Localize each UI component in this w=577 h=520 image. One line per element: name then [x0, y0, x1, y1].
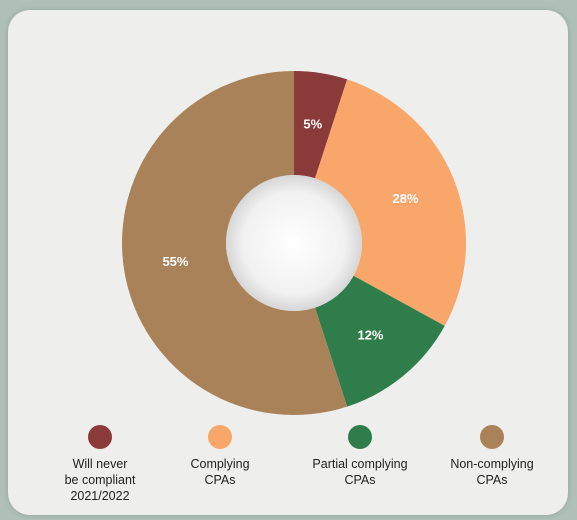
legend-item-partial-complying: Partial complying CPAs: [290, 425, 430, 488]
legend-label: Partial complying CPAs: [312, 457, 408, 487]
pie-slice: [315, 275, 445, 407]
slice-data-label: 55%: [162, 254, 188, 269]
donut-chart: 5% 28% 12% 55%: [121, 71, 466, 416]
legend-marker: [208, 425, 232, 449]
legend-item-will-never: Will never be compliant 2021/2022: [30, 425, 170, 504]
pie-slice: [121, 71, 348, 416]
pie-slice: [315, 79, 466, 326]
legend-label: Will never be compliant 2021/2022: [64, 457, 136, 503]
donut-hole: [226, 175, 362, 311]
legend: Will never be compliant 2021/2022 Comply…: [8, 425, 568, 515]
pie-slice: [294, 71, 348, 179]
legend-item-complying: Complying CPAs: [150, 425, 290, 488]
legend-item-non-complying: Non-complying CPAs: [422, 425, 562, 488]
legend-marker: [480, 425, 504, 449]
slice-data-label: 28%: [393, 191, 419, 206]
chart-card: 5% 28% 12% 55% Will never be compliant 2021…: [8, 10, 568, 515]
legend-label: Non-complying CPAs: [450, 457, 534, 487]
legend-marker: [348, 425, 372, 449]
legend-label: Complying CPAs: [190, 457, 250, 487]
legend-marker: [88, 425, 112, 449]
slice-data-label: 12%: [357, 327, 383, 342]
slice-data-label: 5%: [303, 116, 322, 131]
